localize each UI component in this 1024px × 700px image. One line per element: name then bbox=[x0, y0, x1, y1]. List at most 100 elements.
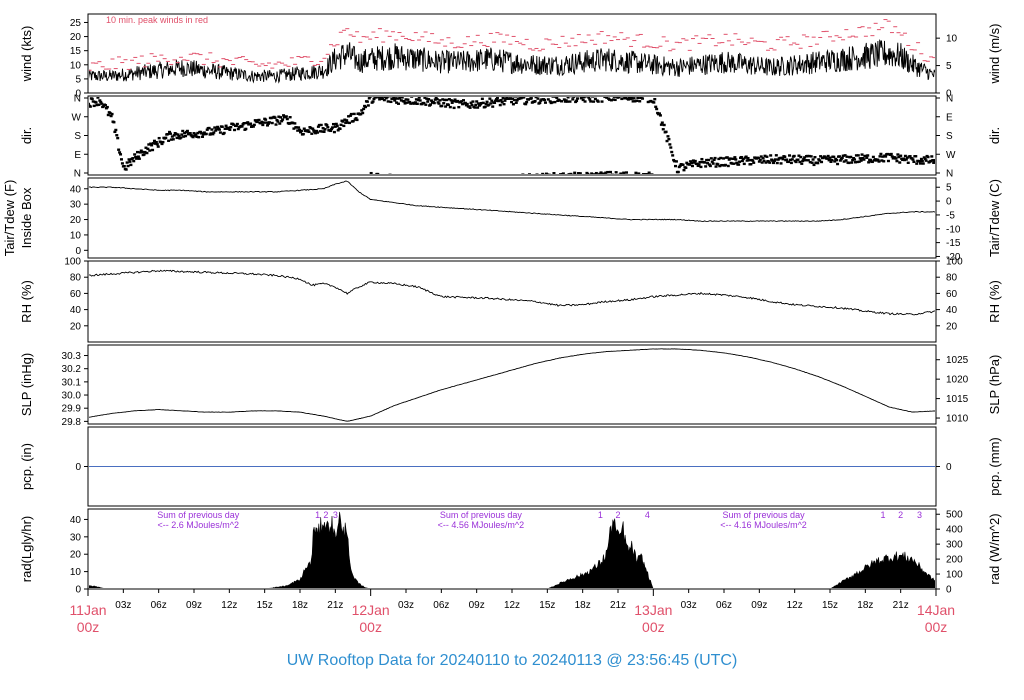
wind-dir-point bbox=[512, 98, 516, 102]
wind-dir-point bbox=[772, 159, 776, 163]
wind-dir-point bbox=[405, 101, 409, 104]
wind-dir-point bbox=[674, 160, 678, 163]
wind-dir-point bbox=[154, 140, 158, 144]
wind-dir-point bbox=[157, 136, 161, 140]
wind-dir-point bbox=[90, 97, 94, 101]
wind-dir-point bbox=[185, 129, 189, 133]
wind-dir-point bbox=[646, 100, 650, 104]
wind-dir-point bbox=[127, 158, 131, 161]
wind-dir-point bbox=[388, 173, 392, 174]
wind-dir-point bbox=[722, 157, 726, 160]
wind-dir-point bbox=[293, 122, 297, 125]
rh-left-tick-label: 100 bbox=[64, 257, 81, 268]
wind-dir-point bbox=[314, 131, 318, 135]
slp-ylabel-left: SLP (inHg) bbox=[19, 353, 34, 416]
wind-dir-point bbox=[740, 159, 744, 163]
wind-dir-point bbox=[634, 171, 638, 174]
wind-dir-point bbox=[333, 125, 337, 128]
rh-left-tick-label: 40 bbox=[70, 305, 82, 316]
wind-dir-point bbox=[878, 155, 882, 158]
wind-dir-point bbox=[135, 150, 139, 154]
wind-dir-point bbox=[152, 142, 156, 145]
x-minor-tick-label: 06z bbox=[433, 600, 449, 611]
rh-left-tick-label: 80 bbox=[70, 273, 82, 284]
wind-dir-point bbox=[207, 126, 211, 130]
wind-dir-point bbox=[394, 97, 398, 100]
wind-dir-point bbox=[144, 146, 148, 149]
wind-dir-point bbox=[361, 111, 365, 115]
wind-dir-point bbox=[742, 162, 746, 166]
wind-dir-point bbox=[804, 159, 808, 162]
wind-dir-point bbox=[692, 161, 696, 164]
wind-dir-point bbox=[930, 155, 934, 158]
wind-dir-point bbox=[705, 158, 709, 162]
wind-dir-point bbox=[929, 159, 933, 163]
wind-dir-point bbox=[222, 131, 226, 135]
wind-dir-point bbox=[261, 123, 265, 127]
wind-dir-point bbox=[260, 120, 264, 124]
wind-dir-point bbox=[351, 119, 355, 123]
rad-marker: 2 bbox=[615, 510, 620, 520]
wind-dir-point bbox=[624, 97, 628, 100]
wind-dir-point bbox=[733, 156, 737, 159]
temp-line bbox=[89, 180, 935, 222]
wind-dir-point bbox=[212, 131, 216, 134]
rad-marker: 4 bbox=[645, 510, 650, 520]
wind-dir-point bbox=[429, 99, 433, 102]
wind-dir-point bbox=[380, 97, 384, 101]
wind-dir-point bbox=[470, 103, 474, 107]
wind-dir-point bbox=[182, 135, 186, 138]
wind-dir-point bbox=[789, 161, 793, 165]
wind-dir-point bbox=[677, 165, 681, 169]
wind-dir-point bbox=[438, 99, 442, 102]
wind-dir-point bbox=[97, 103, 101, 106]
dir-left-tick-label: S bbox=[74, 131, 81, 142]
wind-dir-point bbox=[266, 124, 270, 127]
wind-dir-point bbox=[318, 130, 322, 133]
wind-dir-point bbox=[876, 158, 880, 162]
dir-ylabel-left: dir. bbox=[19, 127, 34, 144]
wind-dir-point bbox=[769, 154, 773, 157]
wind-dir-point bbox=[527, 98, 531, 101]
wind-dir-point bbox=[113, 130, 117, 134]
wind-dir-point bbox=[332, 130, 336, 134]
wind-dir-point bbox=[621, 97, 625, 98]
wind-dir-point bbox=[310, 132, 314, 135]
wind-dir-point bbox=[386, 100, 390, 103]
wind-dir-point bbox=[146, 147, 150, 151]
wind-dir-point bbox=[803, 156, 807, 159]
temp-left-tick-label: 10 bbox=[70, 230, 82, 241]
wind-dir-point bbox=[331, 126, 335, 129]
wind-dir-point bbox=[548, 100, 552, 103]
panel-slp: 29.8 29.9 30.0 30.1 30.2 30.3 1010 1015 1020 1025… bbox=[19, 344, 1002, 428]
wind-dir-point bbox=[366, 104, 370, 107]
wind-dir-point bbox=[395, 101, 399, 104]
wind-dir-point bbox=[780, 156, 784, 160]
wind-dir-point bbox=[177, 134, 181, 138]
wind-dir-point bbox=[751, 159, 755, 162]
wind-dir-point bbox=[906, 161, 910, 164]
rad-note-line1: Sum of previous day bbox=[723, 510, 806, 520]
wind-dir-point bbox=[504, 97, 508, 100]
wind-dir-point bbox=[216, 125, 220, 129]
temp-right-tick-label: 0 bbox=[946, 197, 952, 208]
wind-dir-point bbox=[392, 97, 396, 100]
wind-dir-point bbox=[836, 162, 840, 166]
wind-dir-point bbox=[667, 137, 671, 141]
wind-dir-point bbox=[464, 104, 468, 107]
wind-dir-point bbox=[632, 97, 636, 100]
wind-dir-point bbox=[881, 155, 885, 158]
wind-dir-point bbox=[534, 97, 538, 99]
wind-dir-point bbox=[270, 121, 274, 125]
temp-right-tick-label: 5 bbox=[946, 183, 952, 194]
wind-dir-point bbox=[792, 154, 796, 158]
wind-dir-point bbox=[196, 131, 200, 135]
wind-dir-point bbox=[886, 152, 890, 156]
wind-dir-point bbox=[461, 102, 465, 106]
wind-dir-point bbox=[741, 157, 745, 161]
wind-dir-point bbox=[100, 102, 104, 105]
wind-dir-point bbox=[94, 101, 98, 104]
wind-dir-point bbox=[605, 97, 609, 99]
wind-dir-point bbox=[329, 129, 333, 133]
wind-dir-point bbox=[112, 121, 116, 124]
